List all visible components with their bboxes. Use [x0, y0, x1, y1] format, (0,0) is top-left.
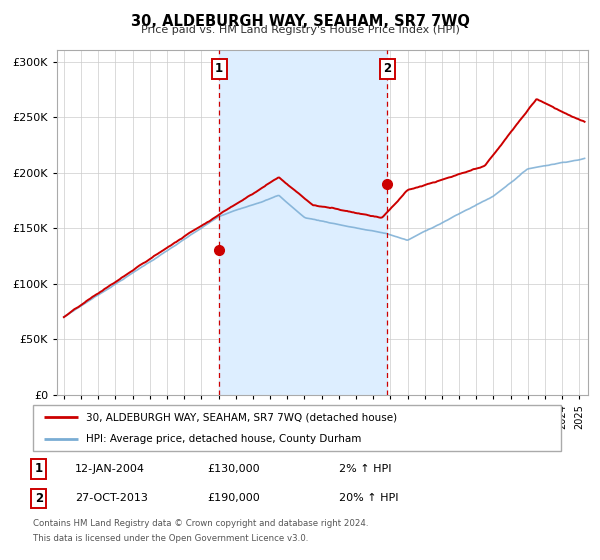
Text: 2: 2	[383, 63, 391, 76]
Text: 2% ↑ HPI: 2% ↑ HPI	[339, 464, 391, 474]
Text: 27-OCT-2013: 27-OCT-2013	[75, 493, 148, 503]
Text: 20% ↑ HPI: 20% ↑ HPI	[339, 493, 398, 503]
Text: HPI: Average price, detached house, County Durham: HPI: Average price, detached house, Coun…	[86, 435, 361, 444]
Text: 30, ALDEBURGH WAY, SEAHAM, SR7 7WQ (detached house): 30, ALDEBURGH WAY, SEAHAM, SR7 7WQ (deta…	[86, 412, 397, 422]
Text: 30, ALDEBURGH WAY, SEAHAM, SR7 7WQ: 30, ALDEBURGH WAY, SEAHAM, SR7 7WQ	[131, 14, 469, 29]
Text: Contains HM Land Registry data © Crown copyright and database right 2024.: Contains HM Land Registry data © Crown c…	[33, 519, 368, 528]
Text: £130,000: £130,000	[207, 464, 260, 474]
Text: 1: 1	[215, 63, 223, 76]
Text: This data is licensed under the Open Government Licence v3.0.: This data is licensed under the Open Gov…	[33, 534, 308, 543]
Text: 12-JAN-2004: 12-JAN-2004	[75, 464, 145, 474]
Bar	[219, 50, 387, 395]
Text: £190,000: £190,000	[207, 493, 260, 503]
Text: 2: 2	[35, 492, 43, 505]
Text: 1: 1	[35, 462, 43, 475]
Text: Price paid vs. HM Land Registry's House Price Index (HPI): Price paid vs. HM Land Registry's House …	[140, 25, 460, 35]
